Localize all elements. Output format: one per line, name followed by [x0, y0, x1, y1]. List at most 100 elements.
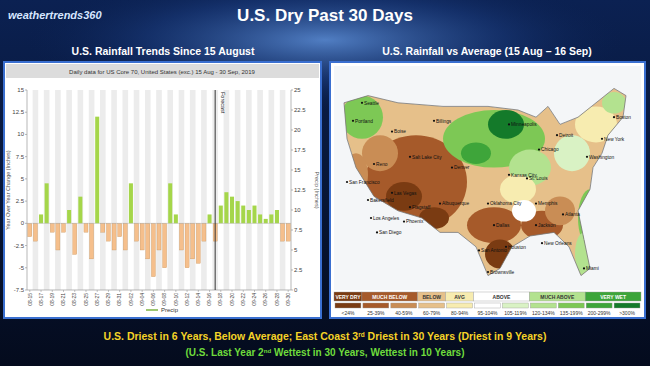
bar	[95, 117, 99, 224]
legend-bin-label: 40-59%	[395, 310, 413, 316]
slide-title: U.S. Dry Past 30 Days	[237, 6, 413, 25]
y-tick-label: 0	[21, 220, 25, 226]
y-axis-title: Year Over Year Change (Inches)	[5, 150, 11, 229]
bar	[196, 223, 200, 263]
footer-text: Wettest in 30 Years, Wettest in 10 Years…	[271, 347, 464, 358]
date-stripe	[100, 90, 106, 290]
bar	[247, 210, 251, 223]
x-tick-label: 09-18	[217, 293, 223, 306]
date-stripe	[44, 90, 50, 290]
bar	[129, 183, 133, 223]
bar	[168, 183, 172, 223]
bar	[157, 223, 161, 250]
city-dot	[361, 102, 363, 104]
city-dot	[403, 221, 405, 223]
legend-group-bar	[362, 292, 418, 301]
bar	[163, 223, 167, 267]
legend-bin-label: 135-199%	[560, 310, 583, 316]
city-dot	[541, 242, 543, 244]
legend-bin-label: 95-104%	[477, 310, 498, 316]
legend-group-label: AVG	[454, 294, 465, 300]
bar	[252, 206, 256, 224]
y2-tick-label: 2.5	[294, 267, 303, 273]
date-stripe	[167, 90, 173, 290]
city-dot	[508, 174, 510, 176]
y2-tick-label: 17.5	[294, 147, 306, 153]
bar	[264, 219, 268, 223]
date-stripe	[156, 90, 162, 290]
bar	[140, 223, 144, 250]
x-tick	[63, 290, 64, 292]
x-tick-label: 08-17	[38, 293, 44, 306]
legend-bin-label: >300%	[619, 310, 635, 316]
city-label: Salt Lake City	[412, 155, 442, 160]
date-stripe	[55, 90, 61, 290]
legend-bin-label: 200-299%	[588, 310, 611, 316]
legend-group-label: ABOVE	[493, 294, 511, 300]
x-tick-label: 08-27	[94, 293, 100, 306]
x-tick-label: 09-16	[206, 293, 212, 306]
rainfall-region	[419, 207, 449, 229]
x-tick-label: 08-15	[27, 293, 33, 306]
bar	[258, 214, 262, 223]
city-label: Reno	[376, 162, 388, 167]
legend-group-label: BELOW	[422, 294, 441, 300]
x-tick-label: 09-30	[285, 293, 291, 306]
city-label: St. Louis	[529, 176, 548, 181]
city-label: Las Vegas	[394, 191, 417, 196]
legend-group-bar	[474, 292, 530, 301]
x-tick	[243, 290, 244, 292]
bar	[151, 223, 155, 276]
city-label: Portland	[355, 119, 373, 124]
y-tick-label: 2.5	[16, 198, 25, 204]
bar	[230, 197, 234, 224]
x-tick-label: 09-04	[139, 293, 145, 306]
date-stripe	[179, 90, 185, 290]
x-axis	[27, 290, 291, 291]
zero-line	[27, 223, 291, 224]
legend-label: Precip	[161, 307, 179, 313]
bar	[191, 223, 195, 259]
bar	[275, 210, 279, 223]
date-stripe	[269, 90, 275, 290]
bar	[39, 214, 43, 223]
legend-swatch	[558, 303, 584, 308]
y2-tick-label: 5	[294, 247, 298, 253]
legend-group-label: MUCH BELOW	[372, 294, 407, 300]
legend-group-bar	[418, 292, 446, 301]
city-label: Albuquerque	[442, 201, 470, 206]
bar	[202, 223, 206, 241]
legend-swatch	[419, 303, 445, 308]
x-tick	[209, 290, 210, 292]
x-tick-label: 09-22	[240, 293, 246, 306]
city-dot	[493, 224, 495, 226]
city-label: Boston	[616, 115, 631, 120]
city-label: Detroit	[559, 133, 574, 138]
y-tick-label: 10	[17, 131, 24, 137]
forecast-line	[215, 90, 216, 290]
y-tick-label: 7.5	[16, 154, 25, 160]
x-tick	[198, 290, 199, 292]
legend-group-bar	[334, 292, 362, 301]
city-dot	[487, 271, 489, 273]
city-label: Washington	[589, 155, 614, 160]
y2-axis	[291, 90, 292, 290]
y-tick-label: -2.5	[14, 243, 25, 249]
y2-tick-label: 10	[294, 207, 301, 213]
x-tick-label: 09-28	[274, 293, 280, 306]
legend-swatch	[475, 303, 501, 308]
city-dot	[601, 138, 603, 140]
city-dot	[487, 203, 489, 205]
bar	[224, 192, 228, 223]
x-tick	[29, 290, 30, 292]
bar	[146, 223, 150, 259]
city-dot	[535, 203, 537, 205]
rainfall-region	[362, 135, 398, 171]
city-label: Oklahoma City	[490, 201, 522, 206]
footer-text: Driest in 30 Years (Driest in 9 Years)	[365, 330, 547, 342]
y-tick-label: 15	[17, 87, 24, 93]
date-stripe	[145, 90, 151, 290]
date-stripe	[224, 90, 230, 290]
city-label: New York	[604, 137, 625, 142]
us-outline	[344, 88, 626, 275]
